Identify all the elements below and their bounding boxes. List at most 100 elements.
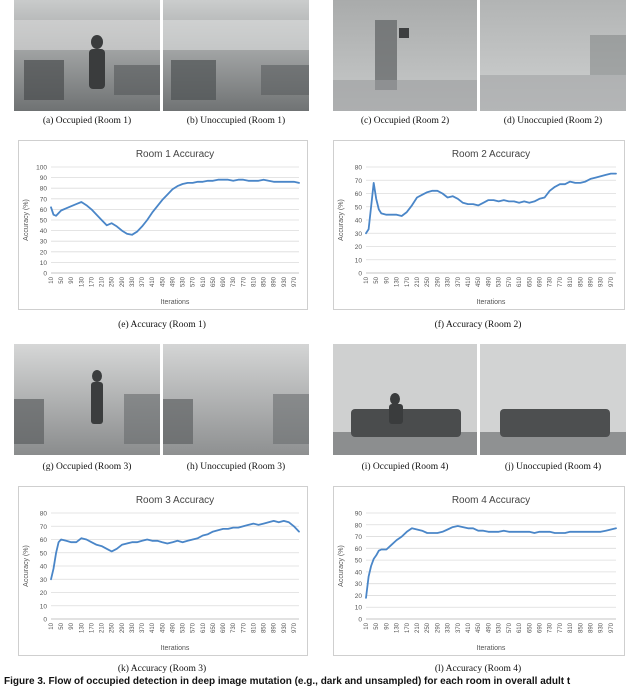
photo-occupied-room3-image <box>14 344 160 455</box>
y-tick-label: 30 <box>355 231 363 238</box>
x-tick-label: 890 <box>272 622 278 633</box>
y-tick-label: 50 <box>355 204 363 211</box>
photo-unoccupied-room1 <box>163 0 309 111</box>
series-line <box>365 525 617 599</box>
chart-room2: Room 2 Accuracy 0 10 20 30 40 50 60 70 80 10 50 90 13… <box>333 140 625 310</box>
x-tick-label: 850 <box>578 622 584 633</box>
photo-occupied-room2 <box>333 0 477 111</box>
x-tick-label: 770 <box>241 276 247 287</box>
y-tick-label: 60 <box>355 546 363 553</box>
x-tick-label: 410 <box>150 622 156 633</box>
caption-j: (j) Unoccupied (Room 4) <box>504 462 602 472</box>
y-tick-label: 50 <box>355 558 363 565</box>
x-tick-label: 930 <box>282 276 288 287</box>
x-tick-label: 610 <box>517 622 523 633</box>
x-tick-label: 130 <box>79 276 85 287</box>
photo-unoccupied-room1-image <box>163 0 309 111</box>
x-axis-label: Iterations <box>477 299 506 306</box>
x-tick-label: 930 <box>599 622 605 633</box>
x-tick-label: 490 <box>170 622 176 633</box>
x-tick-label: 570 <box>191 276 197 287</box>
x-tick-label: 770 <box>241 622 247 633</box>
photo-unoccupied-room4 <box>480 344 626 455</box>
x-tick-label: 810 <box>568 276 574 287</box>
x-tick-label: 690 <box>221 622 227 633</box>
y-tick-label: 10 <box>355 605 363 612</box>
caption-f: (f) Accuracy (Room 2) <box>434 320 522 330</box>
y-tick-label: 70 <box>355 534 363 541</box>
x-tick-label: 50 <box>59 276 65 283</box>
x-tick-label: 850 <box>262 276 268 287</box>
photo-unoccupied-room3 <box>163 344 309 455</box>
x-axis-label: Iterations <box>161 645 190 652</box>
x-tick-label: 250 <box>110 622 116 633</box>
x-tick-label: 170 <box>405 276 411 287</box>
x-tick-label: 970 <box>292 622 298 633</box>
y-tick-label: 40 <box>40 564 48 571</box>
x-tick-label: 770 <box>558 276 564 287</box>
y-tick-label: 70 <box>355 178 363 185</box>
x-tick-label: 450 <box>476 276 482 287</box>
chart-title: Room 4 Accuracy <box>452 495 530 506</box>
caption-d: (d) Unoccupied (Room 2) <box>503 116 603 126</box>
x-tick-label: 130 <box>395 622 401 633</box>
x-tick-label: 170 <box>89 622 95 633</box>
y-tick-label: 80 <box>355 165 363 172</box>
x-tick-label: 850 <box>262 622 268 633</box>
x-tick-label: 450 <box>160 276 166 287</box>
y-axis-label: Accuracy (%) <box>23 199 30 241</box>
x-tick-label: 370 <box>140 622 146 633</box>
y-axis-label: Accuracy (%) <box>338 199 345 241</box>
caption-k: (k) Accuracy (Room 3) <box>117 664 207 674</box>
x-tick-label: 370 <box>456 622 462 633</box>
y-tick-label: 40 <box>355 218 363 225</box>
x-tick-label: 890 <box>588 622 594 633</box>
x-tick-label: 330 <box>130 276 136 287</box>
x-tick-label: 970 <box>609 622 615 633</box>
y-tick-label: 20 <box>40 590 48 597</box>
x-tick-label: 890 <box>272 276 278 287</box>
x-tick-label: 690 <box>221 276 227 287</box>
y-axis-label: Accuracy (%) <box>338 545 345 587</box>
y-tick-label: 50 <box>40 550 48 557</box>
x-tick-label: 130 <box>395 276 401 287</box>
x-tick-label: 490 <box>170 276 176 287</box>
photo-occupied-room1-image <box>14 0 160 111</box>
x-tick-label: 250 <box>425 622 431 633</box>
x-tick-label: 450 <box>476 622 482 633</box>
x-tick-label: 930 <box>599 276 605 287</box>
y-tick-label: 20 <box>40 249 48 256</box>
x-tick-label: 730 <box>548 276 554 287</box>
x-tick-label: 50 <box>374 276 380 283</box>
caption-a: (a) Occupied (Room 1) <box>42 116 132 126</box>
x-tick-label: 210 <box>100 622 106 633</box>
x-tick-label: 610 <box>201 276 207 287</box>
x-tick-label: 730 <box>231 276 237 287</box>
chart-title: Room 1 Accuracy <box>136 149 214 160</box>
y-tick-label: 10 <box>40 603 48 610</box>
y-tick-label: 70 <box>40 196 48 203</box>
x-tick-label: 410 <box>150 276 156 287</box>
y-tick-label: 80 <box>40 186 48 193</box>
photo-occupied-room1 <box>14 0 160 111</box>
x-tick-label: 370 <box>140 276 146 287</box>
y-tick-label: 0 <box>43 271 47 278</box>
x-tick-label: 530 <box>497 622 503 633</box>
x-tick-label: 10 <box>49 622 55 629</box>
x-tick-label: 570 <box>191 622 197 633</box>
y-tick-label: 60 <box>40 537 48 544</box>
y-tick-label: 10 <box>40 260 48 267</box>
x-tick-label: 850 <box>578 276 584 287</box>
x-tick-label: 490 <box>486 622 492 633</box>
x-tick-label: 170 <box>405 622 411 633</box>
y-tick-label: 90 <box>355 511 363 518</box>
x-tick-label: 90 <box>384 622 390 629</box>
x-tick-label: 130 <box>79 622 85 633</box>
series-line <box>50 178 300 236</box>
x-tick-label: 330 <box>446 622 452 633</box>
x-tick-label: 570 <box>507 276 513 287</box>
x-tick-label: 210 <box>100 276 106 287</box>
